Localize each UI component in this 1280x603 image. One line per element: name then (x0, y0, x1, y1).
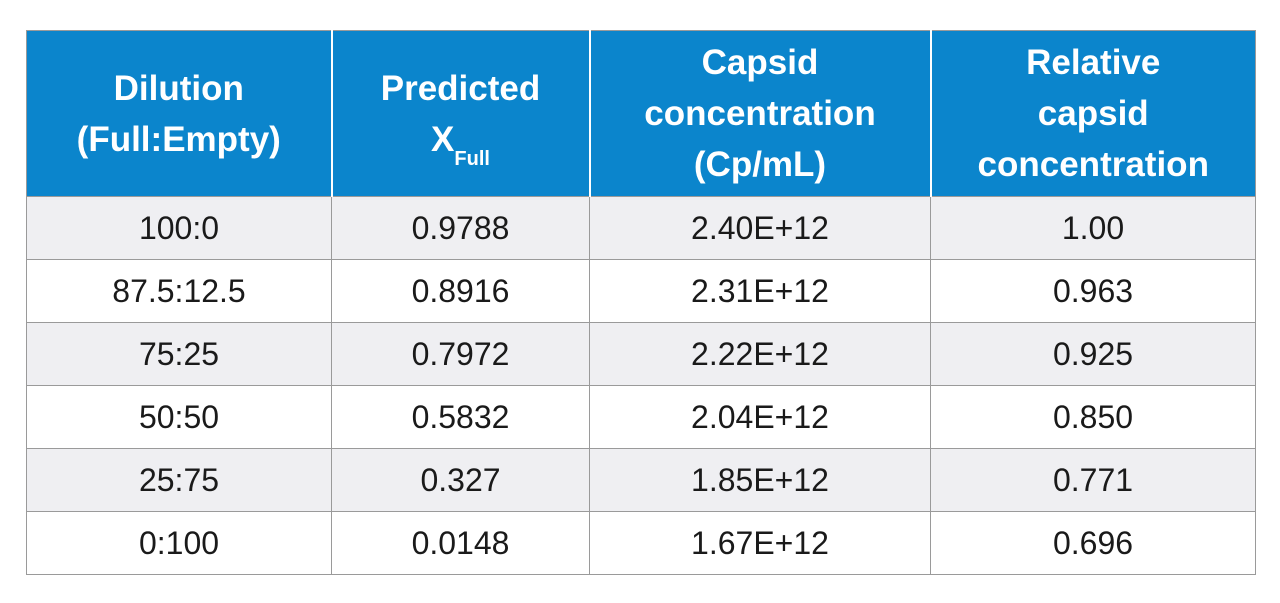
data-table: Dilution (Full:Empty) Predicted XFull Ca… (26, 30, 1256, 575)
cell-capsid-concentration: 2.31E+12 (589, 259, 931, 323)
cell-dilution: 0:100 (26, 511, 332, 575)
cell-relative-concentration: 0.696 (930, 511, 1256, 575)
cell-capsid-concentration: 2.40E+12 (589, 196, 931, 260)
table-row: 100:0 0.9788 2.40E+12 1.00 (26, 196, 1256, 260)
cell-predicted-xfull: 0.5832 (331, 385, 590, 449)
header-text: Dilution (113, 68, 244, 108)
cell-predicted-xfull: 0.9788 (331, 196, 590, 260)
header-text: capsid (1037, 94, 1149, 133)
cell-predicted-xfull: 0.7972 (331, 322, 590, 386)
cell-relative-concentration: 0.771 (930, 448, 1256, 512)
table-row: 0:100 0.0148 1.67E+12 0.696 (26, 511, 1256, 575)
cell-dilution: 75:25 (26, 322, 332, 386)
header-text: Capsid (701, 43, 819, 82)
cell-capsid-concentration: 2.04E+12 (589, 385, 931, 449)
cell-relative-concentration: 1.00 (930, 196, 1256, 260)
header-subscript: Full (454, 147, 490, 170)
header-text: (Full:Empty) (76, 119, 281, 159)
header-text: XFull (341, 114, 581, 169)
header-dilution: Dilution (Full:Empty) (26, 30, 332, 197)
table-row: 50:50 0.5832 2.04E+12 0.850 (26, 385, 1256, 449)
table-row: 87.5:12.5 0.8916 2.31E+12 0.963 (26, 259, 1256, 323)
cell-dilution: 87.5:12.5 (26, 259, 332, 323)
cell-relative-concentration: 0.925 (930, 322, 1256, 386)
header-text: concentration (977, 145, 1209, 184)
header-row: Dilution (Full:Empty) Predicted XFull Ca… (26, 30, 1256, 197)
cell-dilution: 100:0 (26, 196, 332, 260)
cell-capsid-concentration: 2.22E+12 (589, 322, 931, 386)
cell-predicted-xfull: 0.0148 (331, 511, 590, 575)
cell-relative-concentration: 0.850 (930, 385, 1256, 449)
header-predicted-xfull: Predicted XFull (330, 30, 590, 197)
header-text: Predicted (380, 68, 541, 108)
cell-capsid-concentration: 1.67E+12 (589, 511, 931, 575)
data-table-container: Dilution (Full:Empty) Predicted XFull Ca… (26, 30, 1256, 575)
header-text: concentration (644, 94, 876, 133)
table-row: 25:75 0.327 1.85E+12 0.771 (26, 448, 1256, 512)
header-symbol: X (431, 119, 455, 159)
header-capsid-concentration: Capsid concentration (Cp/mL) (588, 30, 931, 197)
cell-dilution: 50:50 (26, 385, 332, 449)
cell-predicted-xfull: 0.327 (331, 448, 590, 512)
table-row: 75:25 0.7972 2.22E+12 0.925 (26, 322, 1256, 386)
cell-relative-concentration: 0.963 (930, 259, 1256, 323)
cell-dilution: 25:75 (26, 448, 332, 512)
header-text: Relative (1026, 43, 1161, 82)
cell-predicted-xfull: 0.8916 (331, 259, 590, 323)
header-text: (Cp/mL) (693, 145, 827, 184)
cell-capsid-concentration: 1.85E+12 (589, 448, 931, 512)
header-relative-capsid-concentration: Relative capsid concentration (929, 30, 1256, 197)
